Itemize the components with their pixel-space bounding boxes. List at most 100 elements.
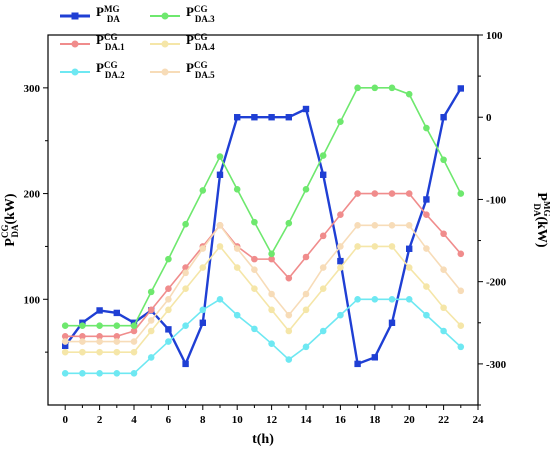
legend-marker xyxy=(71,68,79,76)
data-point xyxy=(182,220,189,228)
data-point xyxy=(440,304,447,312)
data-point xyxy=(423,124,430,132)
data-point xyxy=(405,190,413,197)
data-point xyxy=(165,285,172,293)
legend-marker xyxy=(71,12,79,20)
data-point xyxy=(165,255,172,263)
data-point xyxy=(233,264,241,271)
data-point xyxy=(423,283,430,290)
y-left-axis-title-text: PCGDA(kW) xyxy=(0,193,20,247)
data-point xyxy=(79,338,86,345)
data-point xyxy=(354,190,361,197)
data-point xyxy=(147,288,155,296)
legend-label: PCG DA.3 xyxy=(186,4,215,24)
data-point xyxy=(354,243,361,250)
y-right-tick-label: 100 xyxy=(486,30,503,42)
x-tick-label: 18 xyxy=(369,414,381,426)
data-point xyxy=(96,322,103,330)
y-right-tick-label: 0 xyxy=(486,112,492,124)
data-point xyxy=(371,84,379,92)
data-point xyxy=(371,190,379,197)
data-point xyxy=(285,327,293,335)
legend-marker xyxy=(161,40,169,48)
data-point xyxy=(113,348,121,356)
data-point xyxy=(147,327,155,335)
data-point xyxy=(388,295,396,303)
data-point xyxy=(199,319,206,326)
legend-item-da-5: PCG DA.5 xyxy=(150,60,215,80)
data-point xyxy=(61,338,69,345)
data-point xyxy=(199,245,207,252)
x-tick-label: 8 xyxy=(200,414,206,426)
series-da-1 xyxy=(61,190,465,340)
data-point xyxy=(302,253,310,261)
data-point xyxy=(216,221,224,229)
data-point xyxy=(147,306,155,314)
series-line xyxy=(65,192,462,338)
y-right-tick-label: -200 xyxy=(486,277,507,289)
data-point xyxy=(302,290,310,298)
data-point xyxy=(96,307,103,314)
x-tick-label: 14 xyxy=(301,414,313,426)
data-point xyxy=(233,186,241,193)
data-point xyxy=(96,332,103,340)
legend-label: PCG DA.5 xyxy=(186,60,215,80)
data-point xyxy=(319,285,327,293)
data-point xyxy=(216,171,224,178)
data-point xyxy=(268,340,275,347)
data-point xyxy=(371,221,379,229)
y-left-tick-label: 300 xyxy=(24,83,41,95)
legend-item-da-1: PCG DA.1 xyxy=(60,32,125,52)
data-point xyxy=(96,348,103,356)
data-point xyxy=(354,295,361,303)
data-point xyxy=(165,295,172,303)
data-point xyxy=(337,118,344,125)
data-point xyxy=(285,274,293,282)
x-tick-label: 20 xyxy=(404,414,416,426)
data-point xyxy=(96,369,103,377)
data-point xyxy=(423,211,430,219)
data-point xyxy=(354,84,361,92)
data-point xyxy=(62,342,69,349)
data-point xyxy=(233,245,241,252)
data-point xyxy=(440,156,447,164)
plot-frame xyxy=(47,34,479,406)
data-point xyxy=(130,322,138,330)
data-point xyxy=(302,186,310,193)
data-point xyxy=(354,360,361,368)
data-point xyxy=(199,187,207,194)
data-point xyxy=(388,221,396,229)
data-point xyxy=(216,295,224,303)
data-point xyxy=(388,190,396,197)
data-point xyxy=(61,332,69,340)
x-tick-label: 6 xyxy=(166,414,172,426)
data-point xyxy=(440,114,447,121)
data-point xyxy=(285,114,292,121)
data-point xyxy=(423,196,430,203)
legend: PMG DA PCG DA.3 PCG DA.1 PCG DA.4 PCG DA.2 PCG DA.5 xyxy=(60,4,215,80)
series-line xyxy=(64,87,462,367)
data-point xyxy=(147,317,155,324)
data-point xyxy=(61,322,69,330)
data-point xyxy=(457,190,465,197)
data-point xyxy=(251,114,258,121)
data-point xyxy=(234,114,241,121)
data-point xyxy=(388,243,396,250)
data-point xyxy=(268,306,275,314)
data-point xyxy=(423,311,430,319)
data-point xyxy=(251,285,258,293)
x-tick-label: 2 xyxy=(97,414,103,426)
data-point xyxy=(285,311,293,319)
data-point xyxy=(457,322,465,330)
data-point xyxy=(182,322,189,330)
data-point xyxy=(337,243,344,250)
data-point xyxy=(337,211,344,219)
data-point xyxy=(113,309,120,317)
x-tick-label: 22 xyxy=(438,414,450,426)
x-tick-label: 16 xyxy=(335,414,347,426)
data-point xyxy=(388,319,396,326)
series-line xyxy=(65,87,462,327)
axis-layer: 0 2 4 6 8 10 12 14 16 18 20 22 24100200300-300-200-1… xyxy=(0,30,550,447)
legend-marker xyxy=(71,40,79,48)
